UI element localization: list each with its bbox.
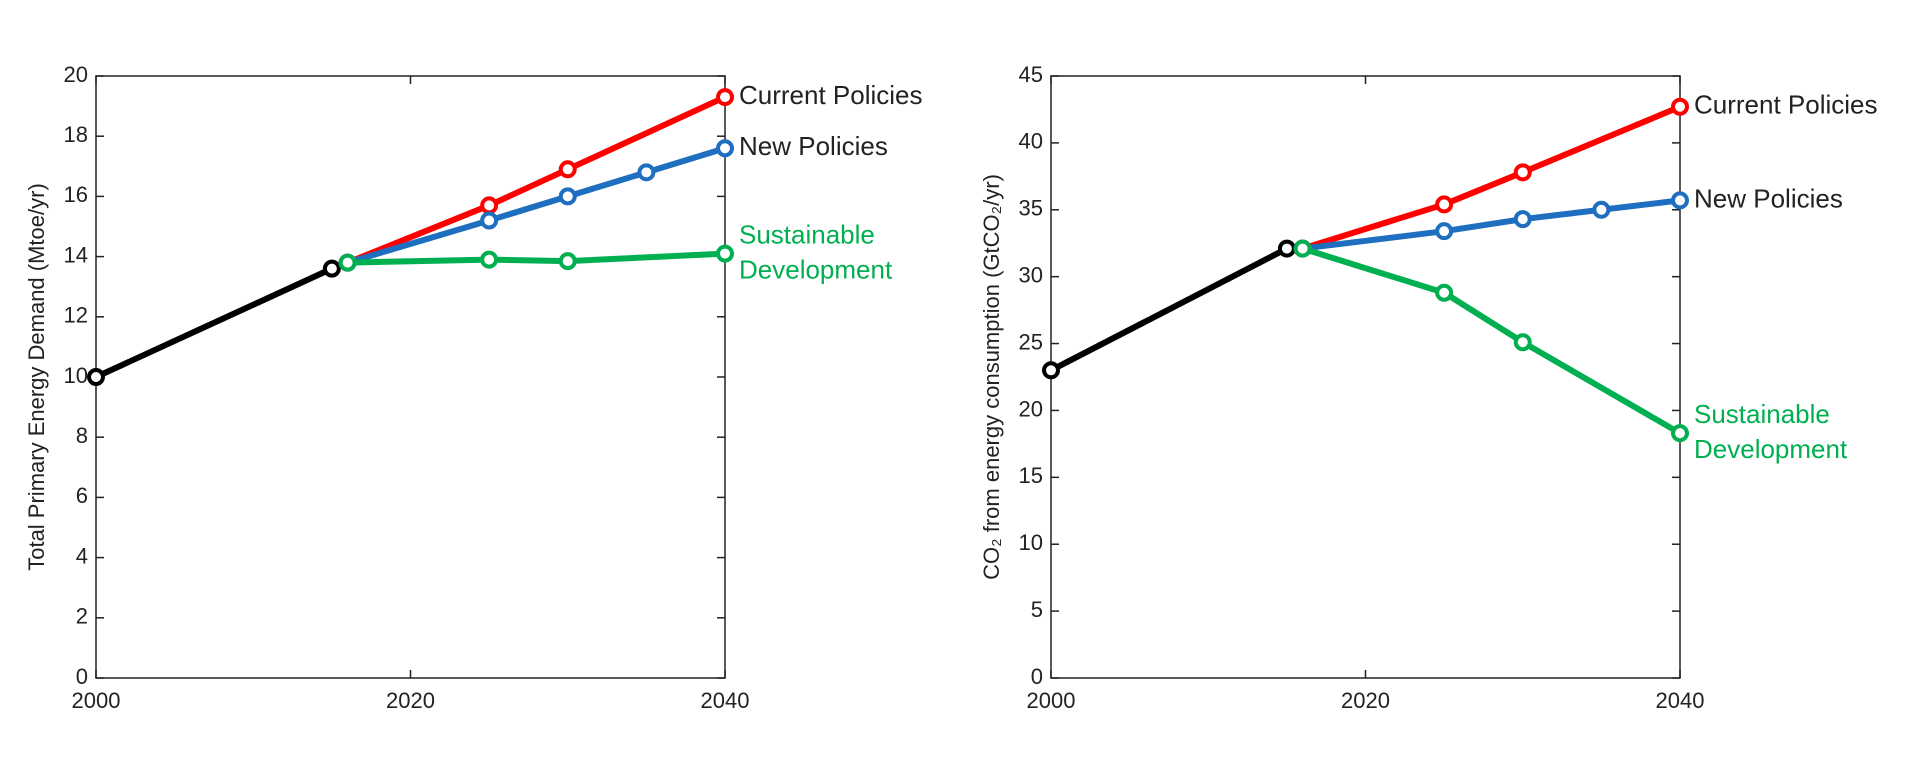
series-label: Current Policies xyxy=(739,80,923,110)
y-tick-label: 40 xyxy=(1019,129,1043,154)
y-tick-label: 12 xyxy=(64,303,88,328)
x-tick-label: 2000 xyxy=(72,688,121,713)
series-label: Sustainable Development xyxy=(1694,399,1848,464)
x-tick-label: 2040 xyxy=(701,688,750,713)
y-tick-label: 35 xyxy=(1019,196,1043,221)
series-label-line: Development xyxy=(739,254,893,284)
marker xyxy=(558,187,577,206)
series-line xyxy=(346,145,726,266)
y-tick-label: 45 xyxy=(1019,62,1043,87)
series-label: Sustainable Development xyxy=(739,219,893,284)
y-tick-label: 20 xyxy=(64,62,88,87)
series-line xyxy=(347,250,726,266)
series-label-line: Development xyxy=(1694,434,1848,464)
y-tick-label: 25 xyxy=(1019,329,1043,354)
marker xyxy=(1671,424,1689,443)
marker xyxy=(1671,97,1689,116)
marker xyxy=(1592,200,1611,219)
y-tick-label: 8 xyxy=(76,423,88,448)
x-tick-label: 2020 xyxy=(386,688,435,713)
marker xyxy=(1435,222,1454,241)
marker xyxy=(716,244,734,263)
y-tick-label: 18 xyxy=(64,122,88,147)
y-tick-label: 4 xyxy=(76,543,88,568)
x-tick-label: 2020 xyxy=(1341,688,1390,713)
series-line xyxy=(1301,103,1682,252)
x-tick-label: 2000 xyxy=(1027,688,1076,713)
series-label-line: Sustainable xyxy=(1694,399,1837,429)
marker xyxy=(1513,163,1532,182)
marker xyxy=(1671,191,1689,210)
marker xyxy=(480,250,499,269)
marker xyxy=(1277,239,1296,258)
y-tick-label: 15 xyxy=(1019,463,1043,488)
marker xyxy=(558,160,577,179)
series-line xyxy=(1301,245,1682,436)
y-tick-label: 0 xyxy=(1031,664,1043,689)
marker xyxy=(480,211,499,230)
y-tick-label: 2 xyxy=(76,604,88,629)
y-tick-label: 6 xyxy=(76,483,88,508)
y-tick-label: 5 xyxy=(1031,597,1043,622)
series-label: New Policies xyxy=(1694,183,1843,213)
marker xyxy=(558,252,577,271)
y-axis-label: Total Primary Energy Demand (Mtoe/yr) xyxy=(24,183,49,571)
series-line xyxy=(94,265,334,380)
y-tick-label: 10 xyxy=(1019,530,1043,555)
marker xyxy=(1435,195,1454,214)
marker xyxy=(322,259,341,278)
series-label-line: Sustainable xyxy=(739,219,882,249)
marker xyxy=(637,163,656,182)
x-tick-label: 2040 xyxy=(1656,688,1705,713)
series-line xyxy=(1302,197,1681,252)
marker xyxy=(716,88,734,107)
marker xyxy=(87,368,105,386)
series-label: New Policies xyxy=(739,131,888,161)
y-tick-label: 14 xyxy=(64,242,88,267)
marker xyxy=(1513,210,1532,229)
plot-frame xyxy=(95,75,726,679)
y-tick-label: 16 xyxy=(64,182,88,207)
marker xyxy=(1293,239,1312,258)
marker xyxy=(1435,283,1454,302)
series-line xyxy=(1049,245,1289,373)
y-tick-label: 20 xyxy=(1019,396,1043,421)
y-axis-label: CO₂ from energy consumption (GtCO₂/yr) xyxy=(979,174,1004,580)
marker xyxy=(480,196,499,215)
marker xyxy=(1042,361,1060,380)
series-label: Current Policies xyxy=(1694,90,1878,120)
y-tick-label: 30 xyxy=(1019,262,1043,287)
marker xyxy=(1513,333,1532,352)
marker xyxy=(716,139,734,158)
y-tick-label: 10 xyxy=(64,363,88,388)
marker xyxy=(338,253,357,272)
y-tick-label: 0 xyxy=(76,664,88,689)
series-line xyxy=(346,94,727,266)
